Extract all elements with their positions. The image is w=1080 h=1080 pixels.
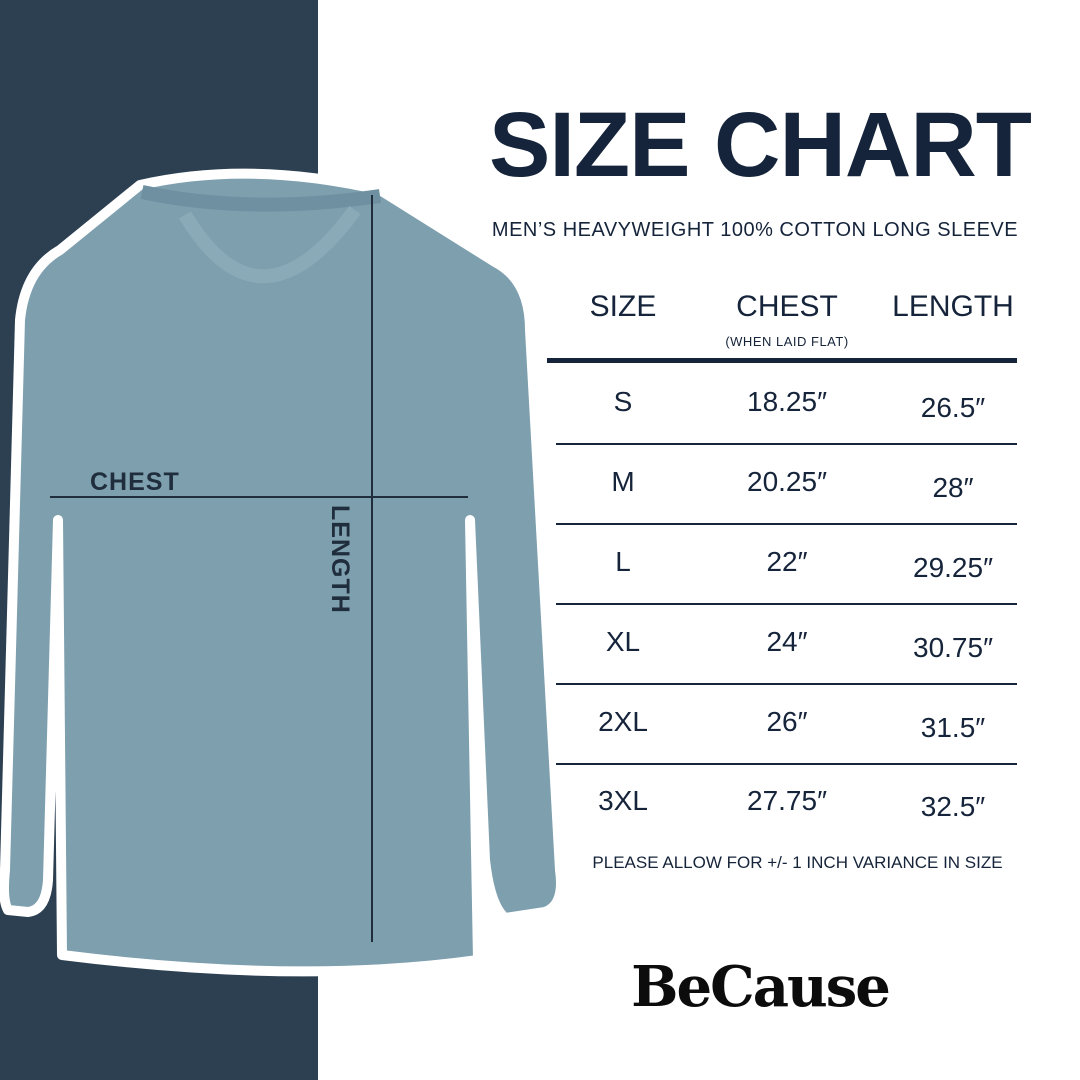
table-cell-text: 3XL — [598, 785, 648, 816]
row-divider — [556, 523, 1017, 525]
table-cell: 2XL — [543, 706, 703, 738]
table-cell-text: 28″ — [932, 472, 974, 503]
header-size-text: SIZE — [589, 290, 657, 323]
brand-logo: BeCause — [631, 954, 891, 1020]
table-cell-text: 26″ — [766, 706, 808, 737]
shirt-collar — [140, 185, 382, 212]
header-chest-text: CHEST — [736, 290, 838, 323]
length-label: LENGTH — [326, 505, 354, 614]
table-cell: 26″ — [707, 706, 867, 738]
shirt-neckband — [178, 205, 361, 284]
table-cell-text: 24″ — [766, 626, 808, 657]
table-cell: L — [543, 546, 703, 578]
table-cell-text: 2XL — [598, 706, 648, 737]
page-title: SIZE CHART — [480, 95, 1040, 195]
header-chest: CHEST — [707, 290, 867, 324]
table-cell-text: 18.25″ — [747, 386, 827, 417]
table-cell: 28″ — [873, 472, 1033, 504]
header-size: SIZE — [543, 290, 703, 324]
table-cell: XL — [543, 626, 703, 658]
title-text: SIZE CHART — [489, 94, 1032, 196]
table-cell: 30.75″ — [873, 632, 1033, 664]
table-cell-text: 22″ — [766, 546, 808, 577]
table-cell-text: 31.5″ — [920, 712, 986, 743]
table-cell: 3XL — [543, 785, 703, 817]
table-cell-text: 29.25″ — [913, 552, 993, 583]
table-cell: 29.25″ — [873, 552, 1033, 584]
table-cell: S — [543, 386, 703, 418]
table-cell: 24″ — [707, 626, 867, 658]
chest-label: CHEST — [90, 468, 180, 496]
table-cell: M — [543, 466, 703, 498]
table-cell-text: 20.25″ — [747, 466, 827, 497]
subtitle-text: MEN’S HEAVYWEIGHT 100% COTTON LONG SLEEV… — [491, 219, 1019, 241]
row-divider — [556, 763, 1017, 765]
table-cell-text: 32.5″ — [920, 791, 986, 822]
subtitle: MEN’S HEAVYWEIGHT 100% COTTON LONG SLEEV… — [470, 218, 1040, 242]
header-divider — [547, 358, 1017, 363]
table-cell: 22″ — [707, 546, 867, 578]
header-length: LENGTH — [873, 290, 1033, 324]
table-cell-text: 30.75″ — [913, 632, 993, 663]
table-cell: 18.25″ — [707, 386, 867, 418]
table-cell: 26.5″ — [873, 392, 1033, 424]
variance-note: PLEASE ALLOW FOR +/- 1 INCH VARIANCE IN … — [560, 852, 1035, 874]
table-cell-text: M — [611, 466, 635, 497]
table-cell-text: 27.75″ — [747, 785, 827, 816]
table-cell: 32.5″ — [873, 791, 1033, 823]
table-cell: 31.5″ — [873, 712, 1033, 744]
table-cell-text: S — [613, 386, 633, 417]
variance-note-text: PLEASE ALLOW FOR +/- 1 INCH VARIANCE IN … — [592, 853, 1003, 872]
table-cell-text: XL — [605, 626, 641, 657]
table-cell: 27.75″ — [707, 785, 867, 817]
header-chest-note: (WHEN LAID FLAT) — [707, 334, 867, 350]
row-divider — [556, 683, 1017, 685]
header-chest-note-text: (WHEN LAID FLAT) — [725, 334, 849, 349]
shirt-body — [0, 168, 566, 977]
table-cell: 20.25″ — [707, 466, 867, 498]
long-sleeve-shirt-illustration — [0, 168, 566, 977]
row-divider — [556, 443, 1017, 445]
table-cell-text: 26.5″ — [920, 392, 986, 423]
table-cell-text: L — [615, 546, 631, 577]
header-length-text: LENGTH — [892, 290, 1014, 323]
row-divider — [556, 603, 1017, 605]
